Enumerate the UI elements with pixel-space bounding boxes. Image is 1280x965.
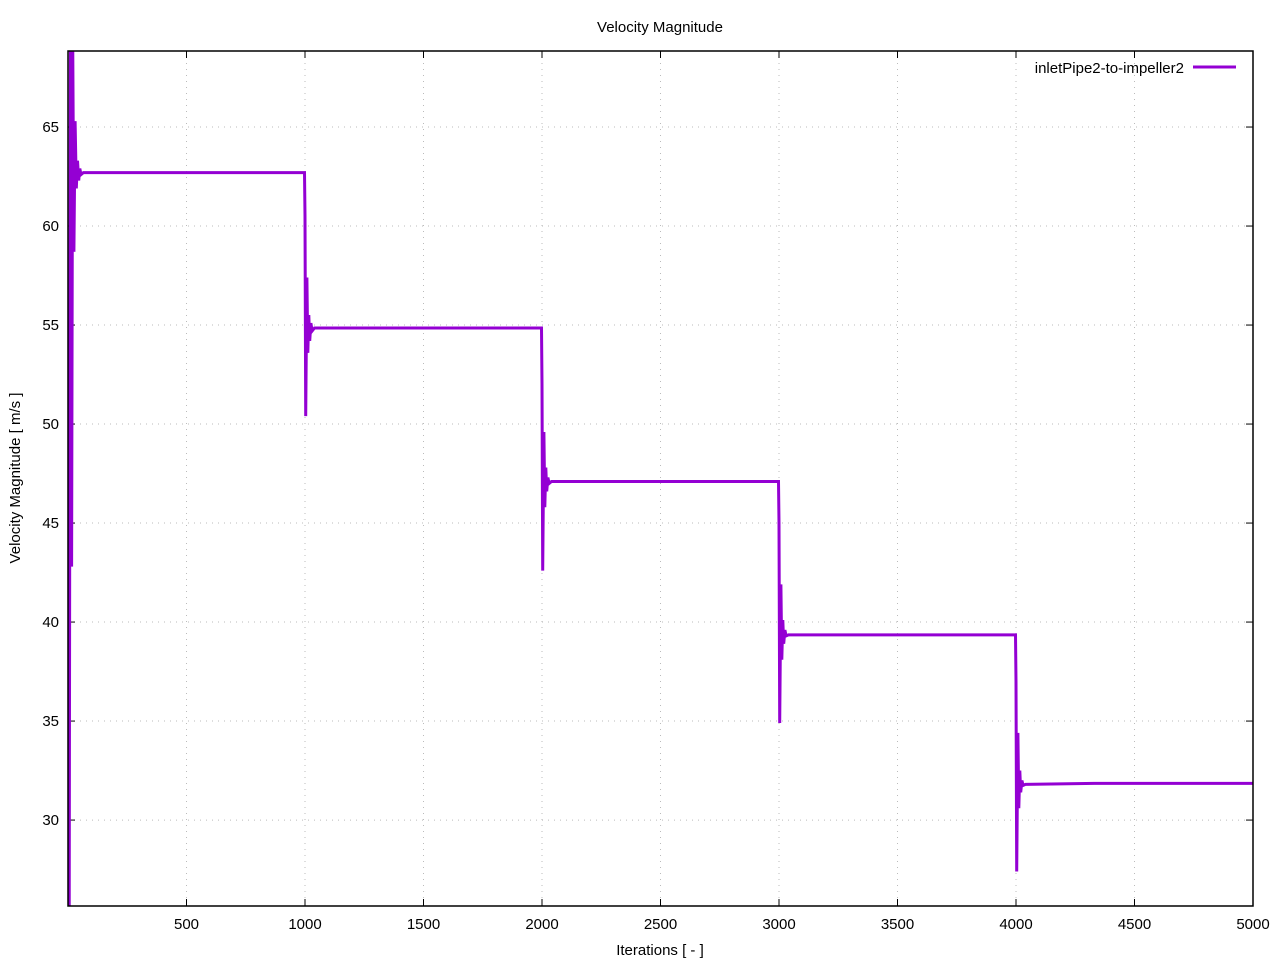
x-tick-label: 4000	[999, 916, 1032, 933]
ticks: 500 1000 1500 2000 2500 3000 3500 4000 4500 5000 3…	[42, 51, 1270, 933]
x-tick-label: 1000	[288, 916, 321, 933]
y-tick-label: 50	[42, 416, 59, 433]
chart-title: Velocity Magnitude	[597, 19, 723, 36]
legend-label: inletPipe2-to-impeller2	[1035, 60, 1184, 77]
x-tick-label: 500	[174, 916, 199, 933]
series-line-inletPipe2-to-impeller2	[68, 51, 1253, 906]
grid	[68, 51, 1253, 906]
x-tick-label: 1500	[407, 916, 440, 933]
y-tick-label: 55	[42, 317, 59, 334]
x-tick-label: 4500	[1118, 916, 1151, 933]
x-tick-label: 2000	[525, 916, 558, 933]
y-tick-label: 65	[42, 119, 59, 136]
y-tick-label: 40	[42, 614, 59, 631]
y-tick-label: 30	[42, 812, 59, 829]
y-tick-label: 35	[42, 713, 59, 730]
legend: inletPipe2-to-impeller2	[1035, 60, 1236, 77]
y-tick-label: 60	[42, 218, 59, 235]
x-tick-label: 5000	[1236, 916, 1269, 933]
y-tick-label: 45	[42, 515, 59, 532]
plot-border	[67, 50, 1254, 907]
y-axis-label: Velocity Magnitude [ m/s ]	[7, 393, 24, 564]
x-tick-label: 3000	[762, 916, 795, 933]
x-tick-label: 3500	[881, 916, 914, 933]
x-axis-label: Iterations [ - ]	[616, 942, 704, 959]
x-tick-label: 2500	[644, 916, 677, 933]
